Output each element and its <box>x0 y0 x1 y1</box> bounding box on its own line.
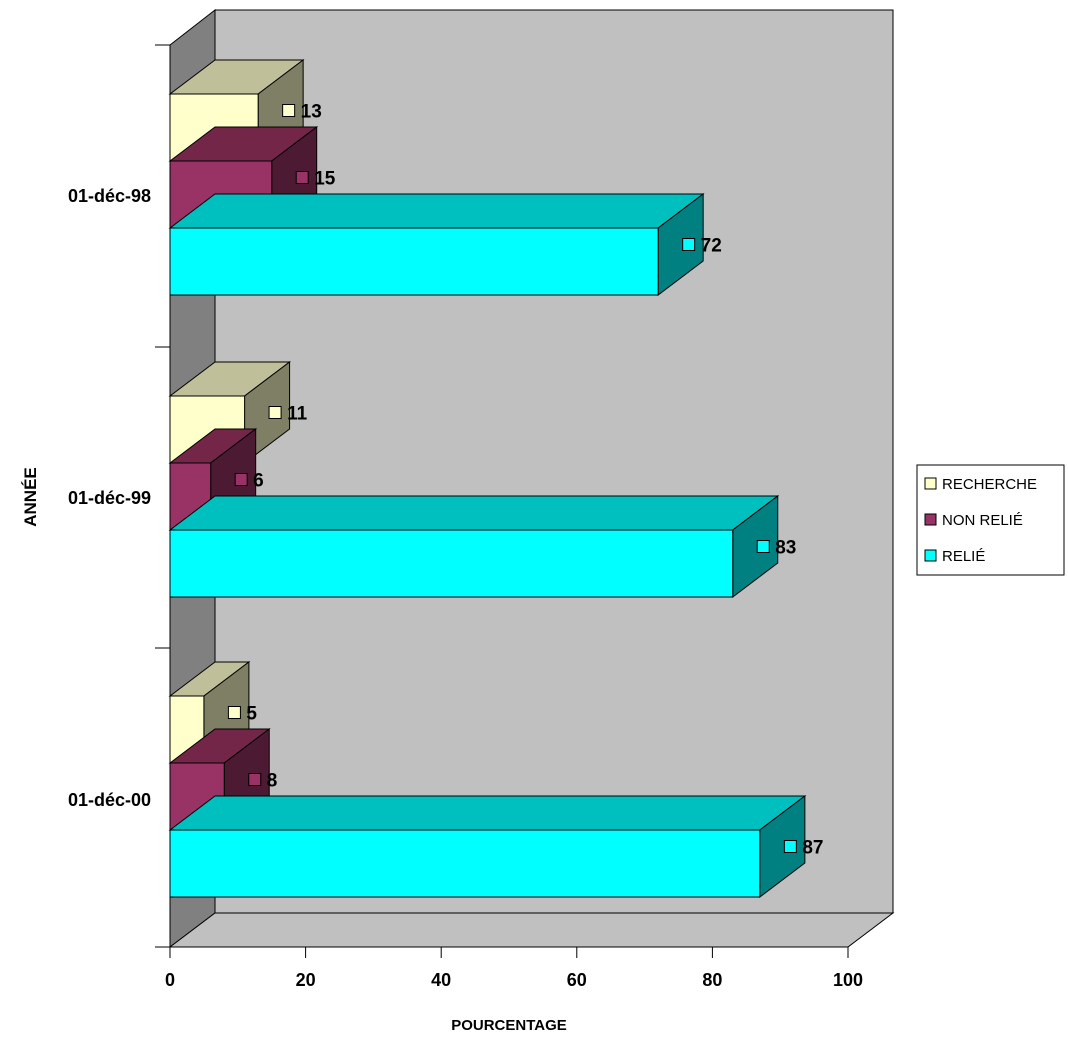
x-axis-title: POURCENTAGE <box>451 1017 567 1034</box>
data-label-marker <box>234 473 248 486</box>
data-label-marker <box>295 171 309 184</box>
x-tick-label: 20 <box>296 970 316 990</box>
data-label-marker <box>756 540 770 553</box>
y-tick-label: 01-déc-98 <box>68 186 151 206</box>
legend-label: NON RELIÉ <box>942 512 1023 529</box>
legend-swatch <box>924 549 937 562</box>
bar-top <box>168 495 780 531</box>
data-label-marker <box>783 840 797 853</box>
legend-swatch <box>924 477 937 490</box>
data-label: 15 <box>314 169 336 190</box>
legend-item: NON RELIÉ <box>924 512 1023 529</box>
legend-label: RELIÉ <box>942 548 985 565</box>
bar-front <box>169 829 761 898</box>
data-label: 83 <box>775 538 796 559</box>
bar-top <box>168 795 807 831</box>
data-label-marker <box>282 104 296 117</box>
bar-top <box>168 193 705 229</box>
data-label-marker <box>682 238 696 251</box>
x-tick-label: 80 <box>702 970 722 990</box>
legend-swatch <box>924 513 937 526</box>
bar-reli--1 <box>168 494 780 599</box>
x-tick-label: 0 <box>165 970 175 990</box>
data-label-marker <box>268 406 282 419</box>
bar-reli--2 <box>168 794 807 899</box>
data-label: 5 <box>246 704 257 725</box>
x-tick-label: 60 <box>567 970 587 990</box>
legend-label: RECHERCHE <box>942 476 1037 493</box>
bar-front <box>169 529 734 598</box>
bars <box>168 58 807 899</box>
y-tick-label: 01-déc-99 <box>68 488 151 508</box>
floor <box>168 912 895 948</box>
data-label-marker <box>248 773 262 786</box>
data-label-marker <box>227 706 241 719</box>
axes: 0 20 40 60 80 100 01-déc-98 01-déc-99 01-déc-00 <box>68 44 863 990</box>
y-tick-label: 01-déc-00 <box>68 790 151 810</box>
data-label: 72 <box>701 236 722 257</box>
x-tick-label: 100 <box>833 970 863 990</box>
legend-item: RELIÉ <box>924 548 985 565</box>
legend-item: RECHERCHE <box>924 476 1037 493</box>
legend-box <box>916 464 1065 576</box>
bar-reli--0 <box>168 192 705 297</box>
legend: RECHERCHE NON RELIÉ RELIÉ <box>916 464 1065 576</box>
data-label: 6 <box>253 471 264 492</box>
data-label: 13 <box>301 102 322 123</box>
data-label: 87 <box>802 838 823 859</box>
y-axis-title: ANNÉE <box>21 467 40 527</box>
bar-front <box>169 227 659 296</box>
data-label: 11 <box>287 404 308 425</box>
data-label: 8 <box>267 771 278 792</box>
x-tick-label: 40 <box>431 970 451 990</box>
data-labels: 13 11 5 15 6 8 72 83 87 <box>227 102 824 859</box>
